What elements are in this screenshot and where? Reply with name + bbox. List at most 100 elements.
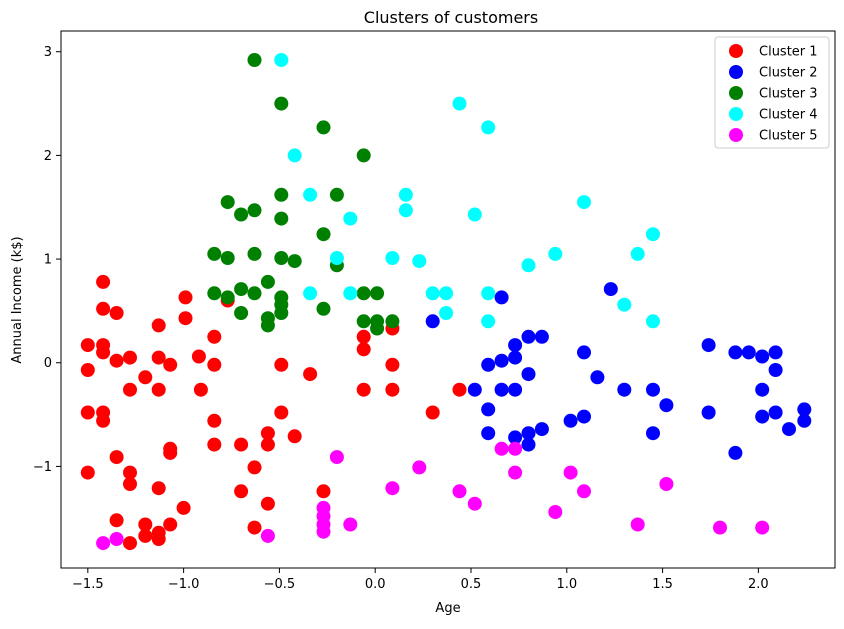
cluster-1-point — [96, 413, 111, 428]
cluster-2-point — [467, 382, 482, 397]
cluster-3-point — [274, 187, 289, 202]
cluster-1-point — [123, 350, 137, 365]
cluster-2-point — [728, 345, 743, 360]
cluster-3-point — [247, 246, 262, 261]
cluster-2-point — [797, 413, 812, 428]
cluster-4-point — [343, 286, 358, 301]
legend-entry-label: Cluster 5 — [759, 129, 818, 144]
x-axis-label: Age — [435, 601, 460, 616]
cluster-1-point — [356, 342, 371, 357]
x-tick-label: 2.0 — [748, 577, 769, 592]
cluster-2-point — [508, 338, 523, 353]
cluster-3-point — [234, 306, 249, 320]
cluster-4-point — [398, 187, 413, 202]
cluster-1-point — [109, 513, 124, 528]
cluster-1-point — [316, 484, 331, 499]
cluster-5-point — [713, 520, 727, 535]
cluster-2-point — [768, 363, 783, 377]
cluster-2-point — [425, 314, 440, 329]
cluster-1-point — [356, 382, 371, 397]
cluster-1-point — [260, 426, 275, 441]
chart-title: Clusters of customers — [364, 8, 538, 27]
cluster-1-point — [163, 445, 178, 460]
cluster-1-point — [96, 345, 111, 360]
cluster-5-point — [659, 477, 674, 491]
cluster-1-point — [123, 477, 137, 491]
cluster-4-point — [646, 227, 660, 242]
cluster-1-point — [193, 382, 208, 397]
cluster-5-point — [494, 441, 509, 456]
cluster-4-point — [412, 254, 427, 269]
cluster-3-point — [329, 187, 344, 202]
cluster-2-point — [659, 398, 674, 413]
cluster-4-point — [425, 286, 440, 301]
cluster-4-point — [303, 286, 318, 301]
y-tick-label: 0 — [44, 356, 52, 371]
cluster-3-point — [316, 301, 331, 316]
cluster-4-point — [548, 246, 563, 261]
cluster-1-point — [178, 290, 193, 305]
cluster-3-point — [385, 314, 400, 329]
x-tick-label: −1.0 — [168, 577, 200, 592]
cluster-5-point — [548, 505, 563, 519]
legend-frame — [714, 36, 830, 149]
cluster-2-point — [508, 382, 523, 397]
cluster-2-point — [534, 422, 549, 437]
legend-marker — [729, 107, 743, 121]
cluster-2-point — [755, 349, 770, 364]
cluster-5-point — [467, 496, 482, 511]
cluster-5-point — [96, 536, 111, 551]
cluster-3-point — [356, 314, 371, 329]
y-axis-label: Annual Income (k$) — [10, 236, 25, 363]
cluster-5-point — [385, 481, 400, 496]
cluster-4-point — [481, 120, 496, 135]
cluster-1-point — [109, 450, 124, 465]
cluster-1-point — [96, 301, 111, 316]
legend-entry-label: Cluster 3 — [759, 87, 818, 102]
cluster-2-point — [646, 382, 660, 397]
cluster-1-point — [274, 357, 289, 372]
cluster-2-point — [481, 426, 496, 441]
cluster-1-point — [151, 350, 166, 365]
cluster-1-point — [260, 437, 275, 452]
legend: Cluster 1 Cluster 2 Cluster 3 Cluster 4 Clus… — [714, 36, 830, 149]
cluster-4-point — [452, 96, 467, 111]
cluster-2-point — [508, 430, 523, 445]
cluster-3-point — [220, 251, 235, 265]
cluster-5-point — [563, 465, 578, 480]
cluster-1-point — [151, 318, 166, 333]
cluster-3-point — [220, 195, 235, 210]
cluster-1-point — [109, 306, 124, 320]
cluster-4-point — [617, 297, 632, 312]
cluster-1-point — [176, 500, 191, 515]
cluster-1-point — [385, 357, 400, 372]
legend-entry-label: Cluster 4 — [759, 108, 818, 123]
cluster-5-point — [316, 524, 331, 539]
cluster-2-point — [755, 409, 770, 424]
cluster-4-point — [481, 286, 496, 301]
cluster-5-point — [329, 450, 344, 465]
cluster-2-point — [521, 367, 536, 382]
cluster-1-point — [163, 357, 178, 372]
x-tick-label: −1.5 — [72, 577, 104, 592]
cluster-3-point — [234, 207, 249, 222]
cluster-1-point — [96, 274, 111, 289]
cluster-4-point — [577, 195, 591, 210]
cluster-2-point — [563, 413, 578, 428]
x-tick-label: −0.5 — [264, 577, 296, 592]
cluster-2-point — [782, 422, 796, 437]
cluster-3-point — [274, 306, 289, 320]
y-axis: −1 0 1 2 3 — [33, 45, 61, 475]
cluster-2-point — [646, 426, 660, 441]
cluster-1-point — [247, 520, 262, 535]
cluster-2-point — [741, 345, 756, 360]
cluster-4-point — [303, 187, 318, 202]
cluster-3-point — [247, 203, 262, 218]
cluster-2-point — [590, 370, 605, 385]
cluster-1-point — [138, 517, 153, 532]
legend-marker — [729, 65, 743, 79]
cluster-1-point — [356, 329, 371, 344]
cluster-3-point — [274, 96, 289, 111]
cluster-1-point — [151, 481, 166, 496]
